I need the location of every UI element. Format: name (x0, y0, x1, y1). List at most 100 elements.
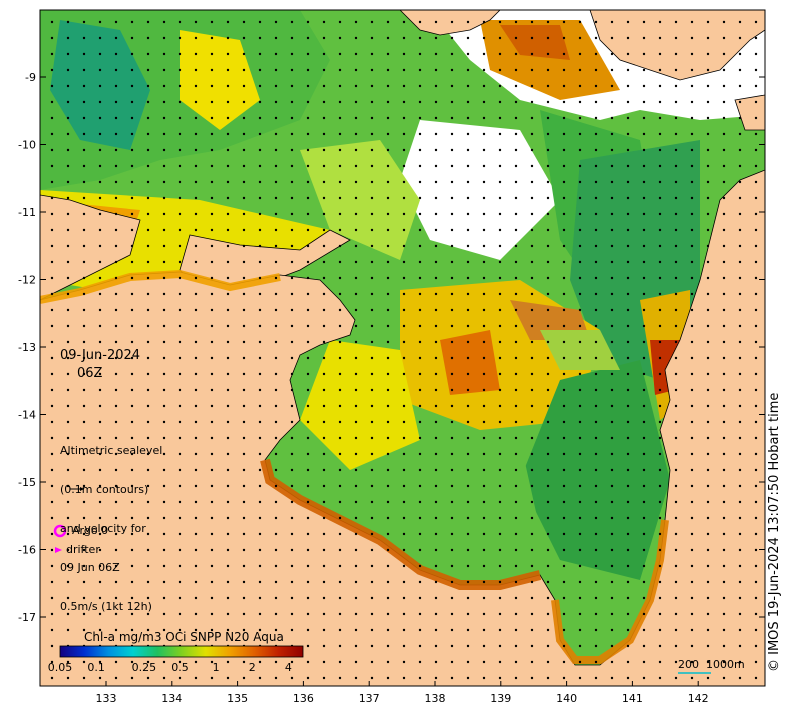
velocity-dot (194, 372, 198, 376)
velocity-dot (738, 564, 742, 568)
velocity-dot (450, 612, 454, 616)
velocity-dot (674, 596, 678, 600)
velocity-dot (82, 356, 86, 360)
credit-text: © IMOS 19-Jun-2024 13:07:50 Hobart time (767, 392, 782, 672)
velocity-dot (194, 660, 198, 664)
velocity-dot (594, 500, 598, 504)
velocity-dot (402, 196, 406, 200)
velocity-dot (738, 372, 742, 376)
velocity-dot (466, 372, 470, 376)
velocity-dot (578, 612, 582, 616)
velocity-dot (322, 404, 326, 408)
velocity-dot (482, 68, 486, 72)
velocity-dot (578, 660, 582, 664)
velocity-dot (354, 420, 358, 424)
velocity-dot (482, 612, 486, 616)
argo-label: Argo 0 (72, 524, 109, 537)
velocity-dot (722, 324, 726, 328)
velocity-dot (98, 436, 102, 440)
velocity-dot (578, 404, 582, 408)
velocity-dot (706, 180, 710, 184)
velocity-dot (530, 84, 534, 88)
velocity-dot (546, 596, 550, 600)
velocity-dot (738, 484, 742, 488)
velocity-dot (194, 404, 198, 408)
velocity-dot (626, 164, 630, 168)
velocity-dot (498, 484, 502, 488)
velocity-dot (386, 468, 390, 472)
velocity-dot (722, 612, 726, 616)
velocity-dot (610, 308, 614, 312)
velocity-dot (178, 660, 182, 664)
velocity-dot (226, 180, 230, 184)
velocity-dot (178, 68, 182, 72)
velocity-dot (482, 84, 486, 88)
velocity-dot (706, 52, 710, 56)
velocity-dot (66, 660, 70, 664)
velocity-dot (290, 500, 294, 504)
velocity-dot (386, 212, 390, 216)
velocity-dot (322, 244, 326, 248)
velocity-dot (354, 436, 358, 440)
velocity-dot (82, 500, 86, 504)
velocity-dot (258, 628, 262, 632)
velocity-dot (338, 244, 342, 248)
velocity-dot (402, 260, 406, 264)
velocity-dot (594, 68, 598, 72)
velocity-dot (130, 356, 134, 360)
velocity-dot (594, 148, 598, 152)
velocity-dot (514, 436, 518, 440)
velocity-dot (370, 244, 374, 248)
velocity-dot (514, 52, 518, 56)
velocity-dot (114, 340, 118, 344)
velocity-dot (562, 164, 566, 168)
velocity-dot (290, 612, 294, 616)
velocity-dot (690, 324, 694, 328)
velocity-dot (194, 612, 198, 616)
velocity-dot (610, 612, 614, 616)
velocity-dot (258, 660, 262, 664)
velocity-dot (690, 612, 694, 616)
velocity-dot (66, 20, 70, 24)
velocity-dot (306, 596, 310, 600)
velocity-dot (370, 228, 374, 232)
lon-tick-label: 134 (161, 692, 182, 705)
velocity-dot (594, 468, 598, 472)
velocity-dot (274, 564, 278, 568)
velocity-dot (354, 276, 358, 280)
velocity-dot (178, 84, 182, 88)
velocity-dot (722, 452, 726, 456)
velocity-dot (466, 420, 470, 424)
velocity-dot (194, 468, 198, 472)
velocity-dot (466, 36, 470, 40)
velocity-dot (738, 148, 742, 152)
velocity-dot (226, 260, 230, 264)
velocity-dot (338, 292, 342, 296)
velocity-dot (562, 84, 566, 88)
velocity-dot (498, 468, 502, 472)
velocity-dot (386, 52, 390, 56)
velocity-dot (674, 68, 678, 72)
velocity-dot (626, 532, 630, 536)
map-time: 06Z (77, 366, 103, 381)
velocity-dot (274, 484, 278, 488)
velocity-dot (530, 596, 534, 600)
velocity-dot (194, 228, 198, 232)
velocity-dot (546, 116, 550, 120)
velocity-dot (498, 148, 502, 152)
velocity-dot (210, 484, 214, 488)
velocity-dot (82, 628, 86, 632)
velocity-dot (514, 100, 518, 104)
velocity-dot (50, 308, 54, 312)
velocity-dot (754, 180, 758, 184)
velocity-dot (210, 596, 214, 600)
velocity-dot (274, 436, 278, 440)
velocity-dot (466, 308, 470, 312)
velocity-dot (706, 644, 710, 648)
velocity-dot (738, 628, 742, 632)
velocity-dot (722, 644, 726, 648)
velocity-dot (402, 228, 406, 232)
velocity-dot (546, 148, 550, 152)
velocity-dot (194, 484, 198, 488)
velocity-dot (338, 196, 342, 200)
